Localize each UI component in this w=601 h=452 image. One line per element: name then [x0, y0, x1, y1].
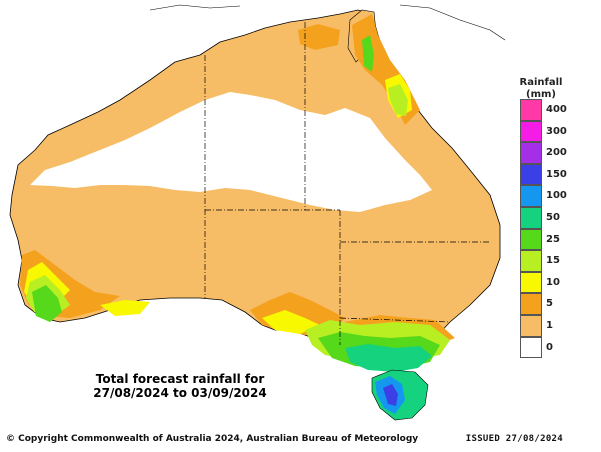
new-guinea-outline — [399, 4, 506, 41]
legend-label-5: 5 — [546, 298, 553, 310]
dry-interior — [30, 92, 432, 212]
legend-swatch-400 — [520, 99, 542, 121]
issued-date: ISSUED 27/08/2024 — [465, 434, 563, 444]
legend-label-15: 15 — [546, 255, 560, 267]
legend-swatch-150 — [520, 163, 542, 186]
state-borders — [204, 22, 490, 345]
legend-title-text: Rainfall — [519, 77, 563, 88]
copyright-notice: © Copyright Commonwealth of Australia 20… — [6, 434, 419, 444]
legend-swatch-50 — [520, 207, 542, 229]
legend-label-200: 200 — [546, 147, 567, 159]
rain-25mm-sw — [32, 285, 62, 322]
rainfall-map — [9, 4, 506, 421]
footer: © Copyright Commonwealth of Australia 20… — [0, 430, 601, 452]
legend-label-100: 100 — [546, 190, 567, 202]
legend-swatch-1 — [520, 315, 542, 337]
rain-5mm-northqld — [298, 24, 340, 50]
map-caption: Total forecast rainfall for 27/08/2024 t… — [70, 372, 290, 400]
legend-label-300: 300 — [546, 125, 567, 137]
legend-label-400: 400 — [546, 104, 567, 115]
legend-label-10: 10 — [546, 276, 560, 288]
legend-label-1: 1 — [546, 320, 553, 331]
rain-150mm-tas — [383, 384, 398, 406]
legend-unit: (mm) — [526, 89, 556, 100]
legend-swatch-0 — [520, 336, 542, 359]
legend-label-25: 25 — [546, 233, 560, 245]
rain-50mm-vic — [345, 344, 432, 372]
legend-swatch-15 — [520, 250, 542, 272]
legend-label-150: 150 — [546, 168, 567, 180]
legend-label-50: 50 — [546, 212, 560, 223]
rain-10mm-sw2 — [100, 300, 150, 316]
legend-title: Rainfall (mm) — [513, 77, 569, 101]
legend-swatch-10 — [520, 271, 542, 294]
indonesia-outline — [149, 4, 241, 11]
rain-15mm-qld — [388, 84, 408, 116]
caption-line-1: Total forecast rainfall for — [95, 372, 265, 386]
legend-label-0: 0 — [546, 341, 553, 353]
legend-swatch-5 — [520, 293, 542, 315]
legend-swatch-200 — [520, 142, 542, 164]
rain-10mm-sa — [262, 310, 320, 334]
legend-swatch-25 — [520, 228, 542, 251]
legend-swatch-100 — [520, 185, 542, 207]
legend-swatch-300 — [520, 120, 542, 143]
rain-25mm-capeyork — [362, 35, 374, 72]
caption-line-2: 27/08/2024 to 03/09/2024 — [93, 386, 267, 400]
